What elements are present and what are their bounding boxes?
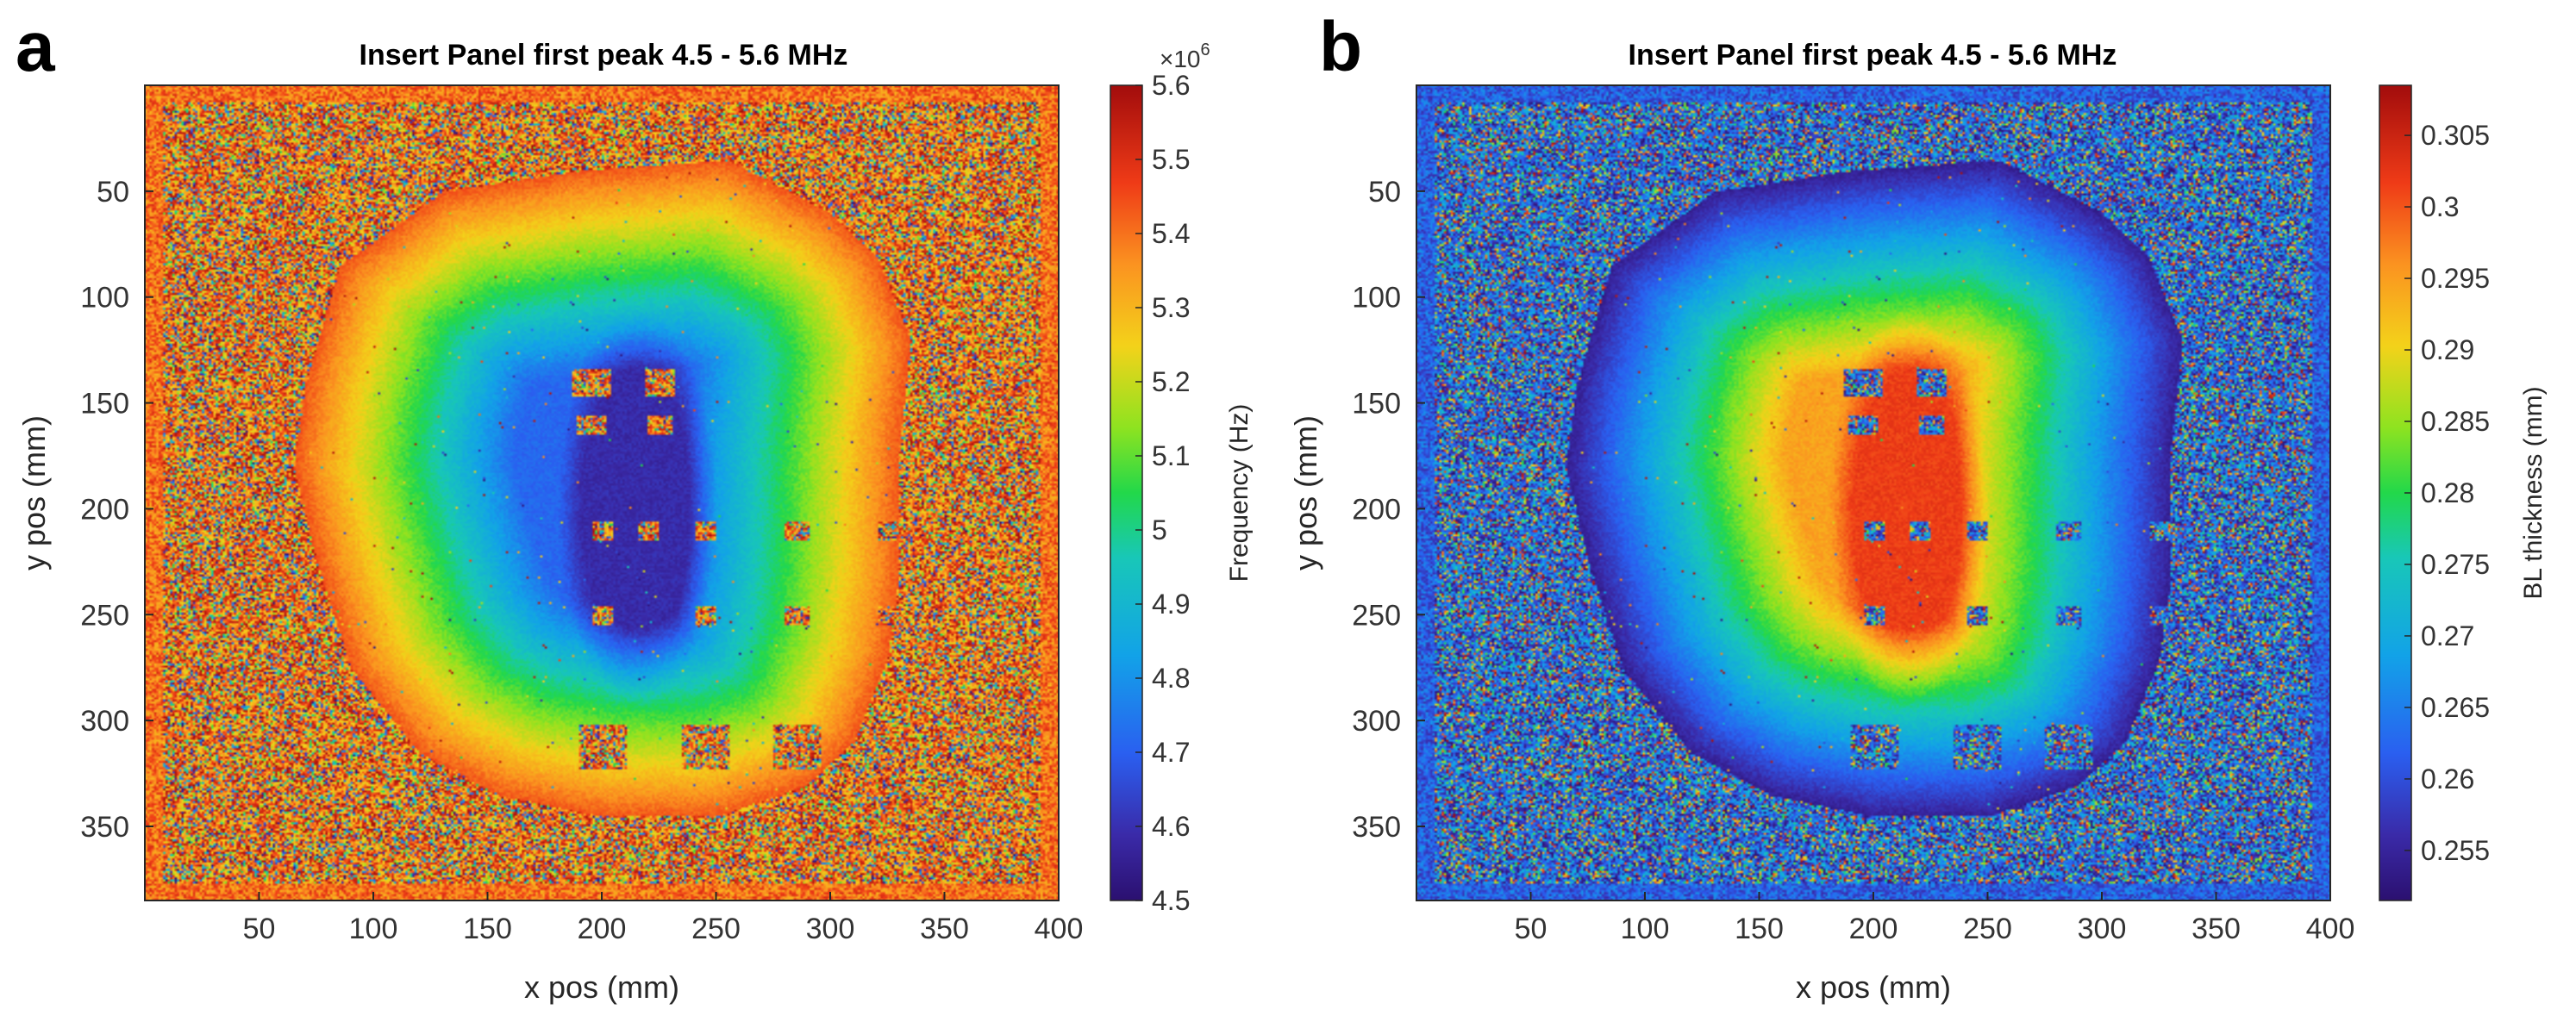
colorbar-tick-label: 4.5 — [1152, 885, 1190, 916]
colorbar-tick-label: 5.3 — [1152, 292, 1190, 323]
y-axis-label-b: y pos (mm) — [1288, 415, 1323, 570]
colorbar-tick-label: 0.275 — [2421, 549, 2490, 580]
y-ticks-a: 50 100 150 200 250 300 350 — [80, 176, 153, 844]
y-tick-label: 100 — [80, 282, 129, 315]
x-tick-label: 400 — [2306, 913, 2355, 945]
x-tick-label: 100 — [349, 913, 398, 945]
colorbar-ticks-a: 4.5 4.6 4.7 4.8 4.9 5 5.1 5.2 5.3 5.4 5.5 5.6 — [1135, 70, 1190, 916]
colorbar-tick-label: 5.5 — [1152, 144, 1190, 175]
chart-title-b: Insert Panel first peak 4.5 - 5.6 MHz — [1629, 39, 2117, 72]
colorbar-tick-label: 4.6 — [1152, 811, 1190, 842]
y-axis-label-a: y pos (mm) — [16, 415, 52, 570]
y-tick-label: 150 — [80, 388, 129, 421]
x-tick-label: 250 — [691, 913, 741, 945]
panel-a: a Insert Panel first peak 4.5 - 5.6 MHz … — [16, 8, 1254, 1005]
x-axis-label-a: x pos (mm) — [524, 969, 679, 1005]
chart-title-a: Insert Panel first peak 4.5 - 5.6 MHz — [360, 39, 848, 72]
y-tick-label: 350 — [80, 811, 129, 844]
y-tick-label: 150 — [1352, 388, 1401, 421]
y-tick-label: 250 — [80, 599, 129, 632]
panel-b: b Insert Panel first peak 4.5 - 5.6 MHz … — [1288, 8, 2548, 1005]
y-tick-label: 300 — [1352, 705, 1401, 738]
colorbar-tick-label: 0.28 — [2421, 477, 2474, 508]
x-tick-label: 50 — [1515, 913, 1547, 945]
y-tick-label: 50 — [1368, 176, 1401, 209]
colorbar-tick-label: 0.265 — [2421, 692, 2490, 723]
x-tick-label: 200 — [578, 913, 627, 945]
colorbar-tick-label: 0.3 — [2421, 191, 2459, 222]
colorbar-tick-label: 0.27 — [2421, 620, 2474, 651]
y-tick-label: 300 — [80, 705, 129, 738]
x-ticks-b: 50 100 150 200 250 300 350 400 — [1515, 892, 2355, 945]
x-tick-label: 150 — [463, 913, 512, 945]
y-tick-label: 200 — [1352, 493, 1401, 526]
colorbar-tick-label: 0.295 — [2421, 263, 2490, 294]
x-tick-label: 300 — [806, 913, 855, 945]
colorbar-tick-label: 5.2 — [1152, 366, 1190, 397]
colorbar-gradient-a — [1110, 84, 1143, 901]
colorbar-tick-label: 5.6 — [1152, 70, 1190, 101]
y-tick-label: 350 — [1352, 811, 1401, 844]
x-tick-label: 100 — [1621, 913, 1670, 945]
colorbar-tick-label: 4.8 — [1152, 663, 1190, 694]
colorbar-tick-label: 0.285 — [2421, 406, 2490, 437]
y-tick-label: 200 — [80, 493, 129, 526]
colorbar-tick-label: 0.26 — [2421, 763, 2474, 795]
x-tick-label: 350 — [2191, 913, 2241, 945]
heatmap-b — [1416, 85, 2330, 900]
x-ticks-a: 50 100 150 200 250 300 350 400 — [243, 892, 1084, 945]
colorbar-tick-label: 4.9 — [1152, 589, 1190, 620]
colorbar-ticks-b: 0.255 0.26 0.265 0.27 0.275 0.28 0.285 0.29 0.29… — [2404, 120, 2490, 866]
panel-label-b: b — [1319, 8, 1362, 86]
colorbar-label-a: Frequency (Hz) — [1225, 404, 1254, 583]
x-axis-label-b: x pos (mm) — [1796, 969, 1951, 1005]
colorbar-a: 4.54.64.74.84.955.15.25.35.45.55.6 ×106 … — [1110, 41, 1254, 916]
colorbar-b: 0.255 0.26 0.265 0.27 0.275 0.28 0.285 0.29 0.29… — [2379, 84, 2548, 901]
colorbar-tick-label: 0.29 — [2421, 334, 2474, 365]
y-tick-label: 50 — [97, 176, 129, 209]
colorbar-tick-label: 5.4 — [1152, 218, 1190, 249]
x-tick-label: 200 — [1849, 913, 1898, 945]
colorbar-label-b: BL thickness (mm) — [2519, 386, 2548, 599]
x-tick-label: 300 — [2078, 913, 2127, 945]
heatmap-a — [145, 85, 1059, 900]
x-tick-label: 250 — [1963, 913, 2012, 945]
colorbar-tick-label: 4.7 — [1152, 737, 1190, 768]
colorbar-multiplier-a: ×106 — [1160, 41, 1210, 72]
colorbar-tick-label: 0.255 — [2421, 835, 2490, 866]
x-tick-label: 400 — [1035, 913, 1084, 945]
x-tick-label: 350 — [920, 913, 969, 945]
y-tick-label: 250 — [1352, 599, 1401, 632]
x-tick-label: 150 — [1735, 913, 1784, 945]
y-ticks-b: 50 100 150 200 250 300 350 — [1352, 176, 1425, 844]
x-tick-label: 50 — [243, 913, 276, 945]
y-tick-label: 100 — [1352, 282, 1401, 315]
colorbar-tick-label: 5 — [1152, 514, 1167, 545]
colorbar-tick-label: 0.305 — [2421, 120, 2490, 151]
colorbar-tick-label: 5.1 — [1152, 440, 1190, 471]
panel-label-a: a — [16, 8, 56, 86]
